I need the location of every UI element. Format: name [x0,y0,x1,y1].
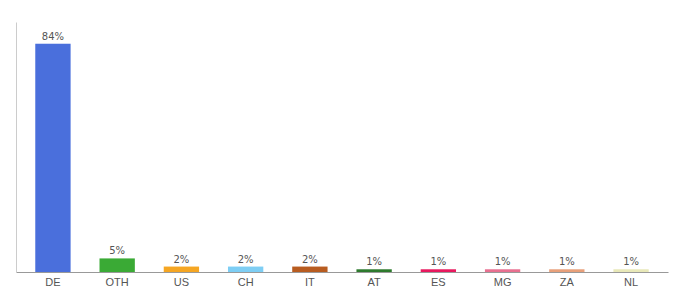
y-axis [16,23,17,273]
x-tick-label: DE [45,276,60,288]
bar [421,269,456,272]
bar [292,267,327,272]
bars [35,44,648,272]
x-tick: MG [494,276,512,288]
data-label: 1% [623,256,639,267]
bar [613,269,648,272]
x-tick: US [174,276,189,288]
bar [164,267,199,272]
data-label: 1% [366,256,382,267]
x-tick-label: IT [305,276,315,288]
data-label: 5% [109,245,125,256]
x-tick: DE [45,276,60,288]
y-axis-line [16,23,17,273]
chart-container: DE OTH US CH IT AT ES MG ZA NL 84% 5% 2% 2% 2% 1% 1% 1% 1%… [0,0,680,300]
x-tick-label: US [174,276,189,288]
data-labels: 84% 5% 2% 2% 2% 1% 1% 1% 1% 1% [42,31,639,268]
bar [356,269,391,272]
x-tick: OTH [106,276,129,288]
x-tick-label: OTH [106,276,129,288]
chart-svg: DE OTH US CH IT AT ES MG ZA NL 84% 5% 2% 2% 2% 1% 1% 1% 1%… [0,0,680,300]
x-tick: NL [624,276,638,288]
bar [485,269,520,272]
bar [35,44,70,272]
data-label: 2% [302,254,318,265]
x-tick: IT [305,276,315,288]
data-label: 84% [42,31,64,42]
x-tick-label: ES [431,276,446,288]
bar [100,258,135,272]
x-tick-label: NL [624,276,638,288]
x-tick-label: AT [367,276,381,288]
x-tick: ES [431,276,446,288]
data-label: 2% [173,254,189,265]
x-axis-line [17,272,669,273]
x-tick-label: ZA [560,276,575,288]
x-tick: AT [367,276,381,288]
data-label: 2% [238,254,254,265]
x-axis: DE OTH US CH IT AT ES MG ZA NL [17,273,669,288]
x-tick-label: CH [238,276,254,288]
bar [549,269,584,272]
x-tick-label: MG [494,276,512,288]
bar [228,267,263,272]
data-label: 1% [495,256,511,267]
x-tick: CH [238,276,254,288]
plot-area: DE OTH US CH IT AT ES MG ZA NL 84% 5% 2% 2% 2% 1% 1% 1% 1%… [17,23,669,288]
x-tick: ZA [560,276,575,288]
data-label: 1% [430,256,446,267]
data-label: 1% [559,256,575,267]
